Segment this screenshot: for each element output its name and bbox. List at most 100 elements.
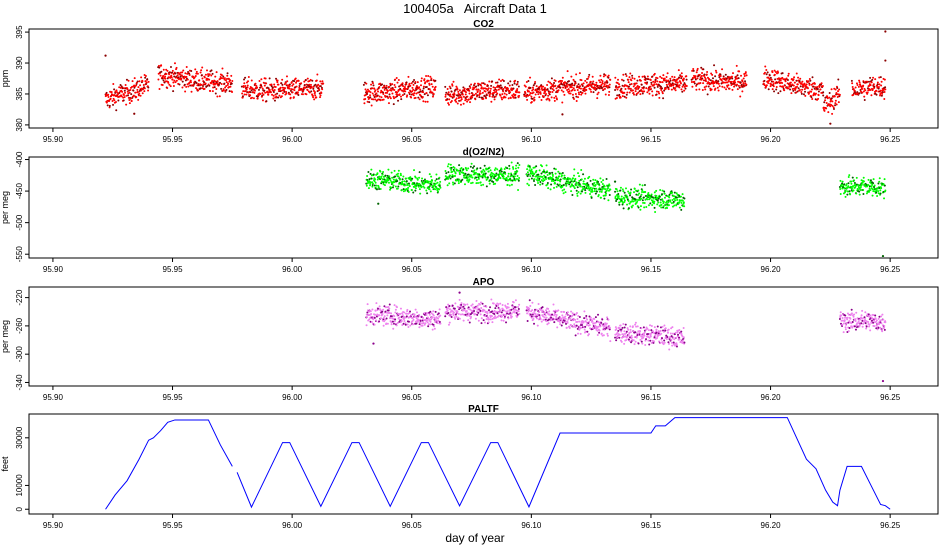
co2-point — [382, 93, 385, 96]
co2-point — [221, 77, 224, 80]
co2-point — [622, 79, 625, 82]
co2-point — [130, 100, 133, 103]
apo-point — [366, 311, 369, 314]
apo-point — [634, 321, 637, 324]
apo-point — [650, 341, 653, 344]
co2-point — [812, 85, 815, 88]
co2-point — [260, 85, 263, 88]
co2-point — [630, 82, 633, 85]
do2n2-point — [855, 192, 858, 195]
co2-point — [608, 86, 611, 89]
co2-point — [716, 86, 719, 89]
apo-point — [453, 311, 456, 314]
co2-point — [461, 93, 464, 96]
do2n2-point — [660, 203, 663, 206]
do2n2-point — [643, 206, 646, 209]
do2n2-point — [626, 203, 629, 206]
do2n2-point — [453, 170, 456, 173]
do2n2-point — [533, 173, 536, 176]
apo-point — [372, 318, 375, 321]
co2-point — [115, 89, 118, 92]
do2n2-point — [655, 189, 658, 192]
apo-point — [510, 315, 513, 318]
co2-point — [696, 77, 699, 80]
co2-point — [723, 86, 726, 89]
co2-point — [430, 79, 433, 82]
co2-point — [377, 90, 380, 93]
co2-point — [492, 94, 495, 97]
apo-point — [635, 325, 638, 328]
co2-point — [837, 101, 840, 104]
do2n2-point — [673, 204, 676, 207]
co2-point — [652, 80, 655, 83]
apo-point — [561, 314, 564, 317]
co2-point — [201, 84, 204, 87]
co2-point — [201, 66, 204, 69]
apo-y-tick-label: -220 — [15, 289, 24, 306]
do2n2-point — [644, 190, 647, 193]
co2-point — [566, 85, 569, 88]
co2-point — [457, 94, 460, 97]
co2-point — [414, 96, 417, 99]
co2-point — [592, 91, 595, 94]
co2-point — [649, 85, 652, 88]
do2n2-point — [367, 171, 370, 174]
co2-point — [413, 79, 416, 82]
do2n2-point — [555, 185, 558, 188]
co2-point — [212, 86, 215, 89]
co2-point — [195, 87, 198, 90]
do2n2-point — [583, 187, 586, 190]
co2-point — [596, 84, 599, 87]
apo-point — [501, 303, 504, 306]
apo-point — [373, 323, 376, 326]
apo-point — [506, 302, 509, 305]
co2-point — [133, 77, 136, 80]
co2-point — [447, 91, 450, 94]
apo-point — [579, 332, 582, 335]
apo-point — [402, 322, 405, 325]
apo-point — [390, 312, 393, 315]
co2-point — [878, 76, 881, 79]
do2n2-point — [365, 184, 368, 187]
co2-point — [665, 79, 668, 82]
co2-point — [396, 91, 399, 94]
co2-point — [141, 92, 144, 95]
co2-point — [108, 106, 111, 109]
co2-point — [244, 90, 247, 93]
co2-point — [490, 100, 493, 103]
co2-point — [801, 80, 804, 83]
apo-point — [663, 341, 666, 344]
do2n2-point — [404, 189, 407, 192]
co2-point — [313, 91, 316, 94]
do2n2-point — [535, 169, 538, 172]
co2-point — [444, 85, 447, 88]
co2-point — [475, 85, 478, 88]
apo-point — [517, 308, 520, 311]
apo-point — [545, 316, 548, 319]
apo-point — [531, 301, 534, 304]
co2-point — [498, 78, 501, 81]
co2-point — [607, 94, 610, 97]
do2n2-point — [848, 186, 851, 189]
do2n2-point — [650, 193, 653, 196]
do2n2-point — [445, 172, 448, 175]
do2n2-point — [575, 181, 578, 184]
co2-point — [136, 80, 139, 83]
co2-point — [210, 74, 213, 77]
co2-point — [199, 71, 202, 74]
apo-point — [366, 303, 369, 306]
co2-point — [586, 77, 589, 80]
co2-point — [272, 97, 275, 100]
do2n2-point — [576, 194, 579, 197]
co2-point — [861, 91, 864, 94]
do2n2-point — [545, 177, 548, 180]
do2n2-point — [401, 178, 404, 181]
co2-point — [883, 98, 886, 101]
apo-point — [483, 309, 486, 312]
co2-point — [497, 88, 500, 91]
apo-point — [497, 303, 500, 306]
apo-point — [437, 319, 440, 322]
co2-point — [667, 79, 670, 82]
co2-x-tick-label: 95.95 — [163, 135, 184, 144]
do2n2-point — [653, 202, 656, 205]
